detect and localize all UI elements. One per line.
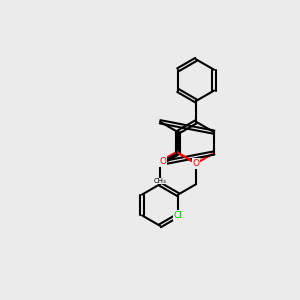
Text: O: O: [193, 159, 200, 168]
Text: CH₃: CH₃: [154, 178, 166, 184]
Text: Cl: Cl: [174, 211, 182, 220]
Text: O: O: [193, 159, 200, 168]
Text: O: O: [159, 157, 166, 166]
